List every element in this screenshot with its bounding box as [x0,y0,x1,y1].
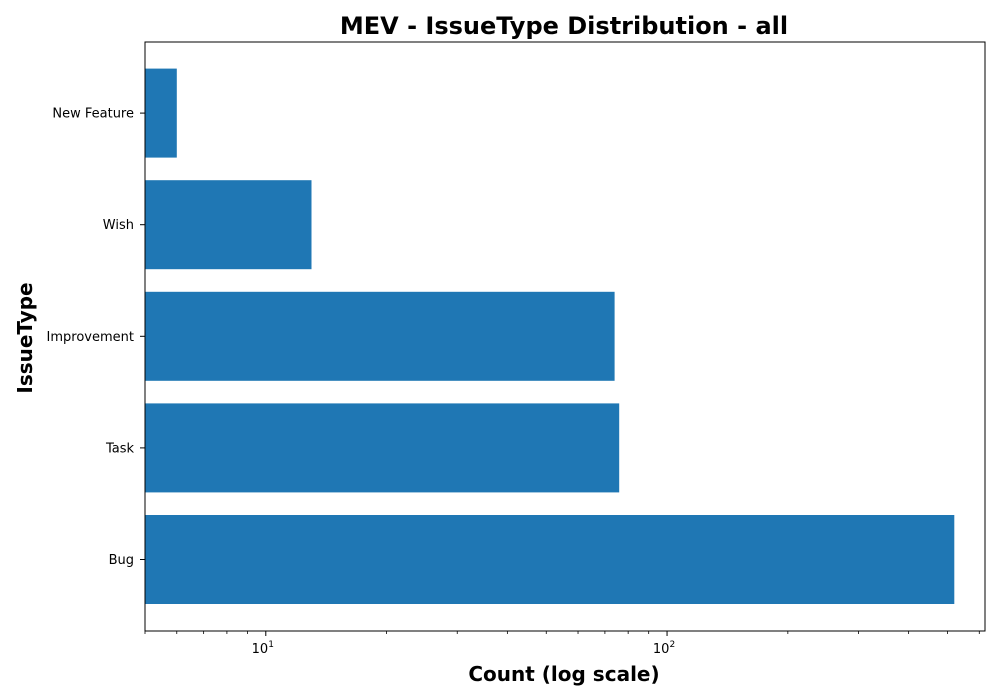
chart-title: MEV - IssueType Distribution - all [340,12,788,40]
x-tick-label: 102 [653,640,675,657]
bar-new-feature [145,68,177,158]
bar-improvement [145,291,615,381]
plot-frame [144,41,986,632]
bar-wish [145,180,312,270]
x-axis-label: Count (log scale) [468,662,659,686]
x-tick-label: 101 [252,640,274,657]
y-tick-label: Wish [103,218,134,233]
y-tick-label: Improvement [47,330,134,345]
y-axis-label: IssueType [13,282,37,393]
x-ticks-layer: 101 102 [144,631,980,657]
bar-bug [145,515,955,604]
y-ticks-layer: Bug Task Improvement Wish New Feature [47,107,145,568]
y-tick-label: New Feature [52,107,134,122]
bars-layer [145,68,955,604]
y-tick-label: Bug [109,553,134,568]
y-tick-label: Task [105,441,135,456]
bar-task [145,403,620,493]
